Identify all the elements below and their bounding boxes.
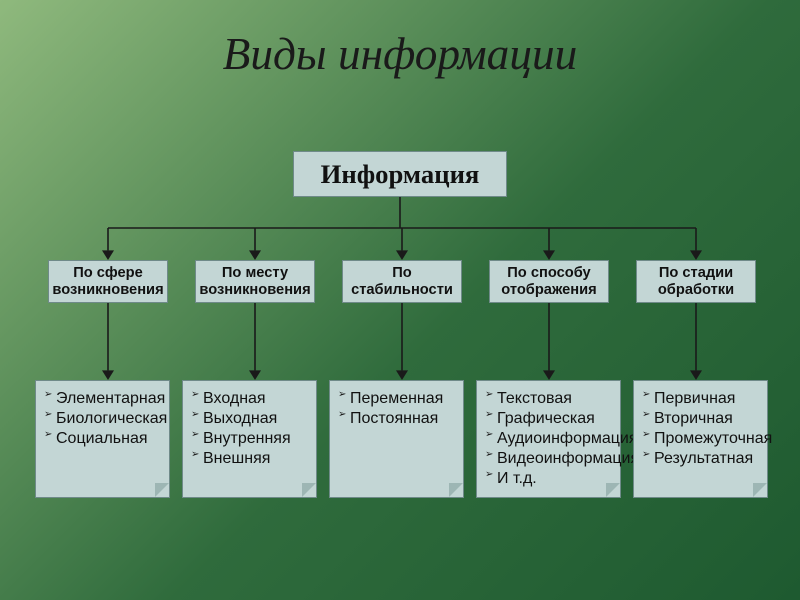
leaf-item: Переменная [338, 389, 455, 409]
leaf-list: ПеременнаяПостоянная [338, 389, 455, 429]
root-label: Информация [321, 159, 480, 190]
page-title: Виды информации [0, 28, 800, 80]
leaf-item: Первичная [642, 389, 759, 409]
category-label: По стабильности [349, 265, 455, 299]
category-node: По местувозникновения [195, 260, 315, 303]
category-label: По стадииобработки [658, 265, 734, 299]
leaf-note: ТекстоваяГрафическаяАудиоинформацияВидео… [476, 380, 621, 498]
category-node: По стадииобработки [636, 260, 756, 303]
leaf-item: Графическая [485, 409, 612, 429]
category-label: По сферевозникновения [52, 265, 163, 299]
category-node: По способуотображения [489, 260, 609, 303]
leaf-item: Внешняя [191, 449, 308, 469]
leaf-list: ПервичнаяВторичнаяПромежуточнаяРезультат… [642, 389, 759, 469]
root-node: Информация [293, 151, 507, 197]
category-label: По способуотображения [501, 265, 596, 299]
leaf-list: ТекстоваяГрафическаяАудиоинформацияВидео… [485, 389, 612, 489]
leaf-item: И т.д. [485, 469, 612, 489]
leaf-note: ПеременнаяПостоянная [329, 380, 464, 498]
leaf-item: Вторичная [642, 409, 759, 429]
leaf-item: Входная [191, 389, 308, 409]
slide-stage: Виды информации Информация По сферевозни… [0, 0, 800, 600]
leaf-item: Элементарная [44, 389, 161, 409]
leaf-list: ЭлементарнаяБиологическаяСоциальная [44, 389, 161, 449]
category-node: По сферевозникновения [48, 260, 168, 303]
category-label: По местувозникновения [199, 265, 310, 299]
leaf-item: Промежуточная [642, 429, 759, 449]
leaf-item: Постоянная [338, 409, 455, 429]
leaf-item: Результатная [642, 449, 759, 469]
leaf-list: ВходнаяВыходнаяВнутренняяВнешняя [191, 389, 308, 469]
leaf-item: Видеоинформация [485, 449, 612, 469]
leaf-note: ВходнаяВыходнаяВнутренняяВнешняя [182, 380, 317, 498]
category-node: По стабильности [342, 260, 462, 303]
leaf-item: Выходная [191, 409, 308, 429]
leaf-item: Социальная [44, 429, 161, 449]
leaf-item: Аудиоинформация [485, 429, 612, 449]
leaf-item: Текстовая [485, 389, 612, 409]
leaf-note: ПервичнаяВторичнаяПромежуточнаяРезультат… [633, 380, 768, 498]
leaf-note: ЭлементарнаяБиологическаяСоциальная [35, 380, 170, 498]
leaf-item: Внутренняя [191, 429, 308, 449]
leaf-item: Биологическая [44, 409, 161, 429]
